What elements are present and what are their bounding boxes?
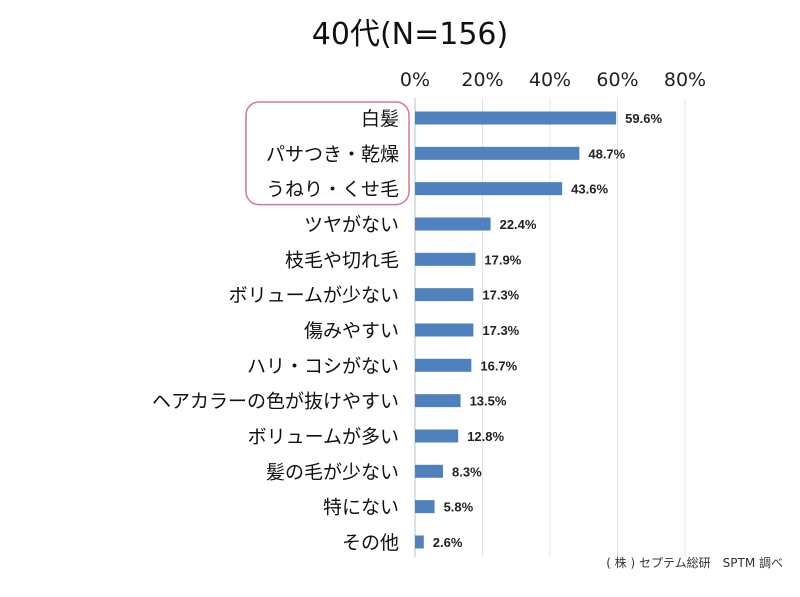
category-label: その他 (342, 532, 399, 554)
bar (415, 500, 435, 514)
value-label: 8.3% (452, 464, 482, 479)
chart-title: 40代(N=156) (312, 17, 508, 52)
x-tick-label: 80% (664, 69, 706, 91)
bar (415, 288, 474, 302)
bar (415, 429, 459, 443)
category-label: 特にない (323, 497, 399, 519)
category-label: ヘアカラーの色が抜けやすい (152, 391, 399, 413)
highlight-box (245, 101, 410, 206)
category-label: 枝毛や切れ毛 (285, 249, 399, 271)
category-label: うねり・くせ毛 (266, 179, 399, 201)
grid-lines (414, 98, 686, 557)
bar (415, 146, 580, 160)
category-label: パサつき・乾燥 (266, 143, 399, 165)
bar (415, 111, 617, 125)
value-label: 5.8% (444, 500, 474, 515)
category-label: 傷みやすい (304, 320, 399, 342)
category-label: ボリュームが少ない (229, 285, 399, 307)
value-label: 17.3% (482, 288, 519, 303)
bar (415, 252, 476, 266)
category-label: ボリュームが多い (248, 426, 399, 448)
value-label: 2.6% (433, 535, 463, 550)
value-label: 16.7% (480, 358, 517, 373)
category-label: ハリ・コシがない (247, 355, 399, 377)
category-labels: 白髪パサつき・乾燥うねり・くせ毛ツヤがない枝毛や切れ毛ボリュームが少ない傷みやす… (152, 108, 399, 554)
bar (415, 217, 491, 231)
x-tick-label: 20% (461, 69, 503, 91)
bar (415, 323, 474, 337)
bar (415, 535, 424, 549)
x-tick-label: 40% (529, 69, 571, 91)
bar (415, 182, 563, 196)
value-label: 43.6% (571, 182, 608, 197)
value-label: 17.3% (482, 323, 519, 338)
category-label: ツヤがない (304, 214, 399, 236)
category-label: 髪の毛が少ない (266, 461, 399, 483)
value-label: 17.9% (484, 252, 521, 267)
category-label: 白髪 (361, 108, 399, 130)
value-label: 59.6% (625, 111, 662, 126)
value-labels: 59.6% 48.7% 43.6% 22.4% 17.9% 17.3% 17.3% 16.7%… (433, 111, 663, 550)
bar (415, 464, 444, 478)
x-tick-label: 60% (596, 69, 638, 91)
bar (415, 358, 472, 372)
source-note: ( 株 ) セプテム総研 SPTM 調べ (606, 555, 783, 570)
value-label: 12.8% (467, 429, 504, 444)
x-axis-ticks: 0% 20% 40% 60% 80% (400, 69, 706, 91)
value-label: 22.4% (500, 217, 537, 232)
value-label: 13.5% (470, 394, 507, 409)
bars (415, 111, 617, 549)
bar (415, 394, 461, 408)
value-label: 48.7% (588, 146, 625, 161)
x-tick-label: 0% (400, 69, 430, 91)
